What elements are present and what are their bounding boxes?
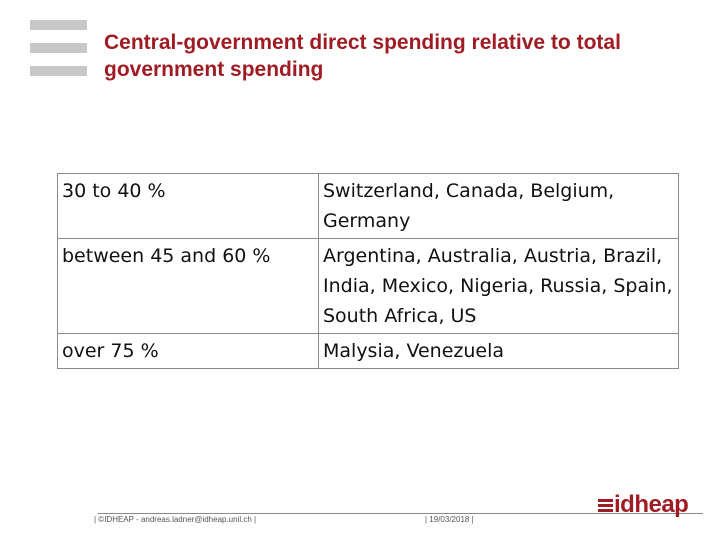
- countries-cell: Malysia, Venezuela: [318, 333, 679, 369]
- table-row: over 75 % Malysia, Venezuela: [57, 333, 679, 369]
- countries-cell: Switzerland, Canada, Belgium, Germany: [318, 173, 679, 239]
- slide-title: Central-government direct spending relat…: [104, 31, 621, 81]
- logo-lines-icon: [598, 498, 613, 513]
- footer-divider: [98, 513, 703, 514]
- table-row: 30 to 40 % Switzerland, Canada, Belgium,…: [57, 173, 679, 239]
- idheap-logo: idheap: [598, 490, 689, 520]
- decorative-bar: [30, 20, 87, 30]
- countries-cell: Argentina, Australia, Austria, Brazil, I…: [318, 238, 679, 334]
- logo-text: idheap: [614, 491, 689, 518]
- decorative-bar: [30, 43, 87, 53]
- decorative-bars: [30, 20, 87, 89]
- range-cell: between 45 and 60 %: [57, 238, 319, 334]
- decorative-bar: [30, 66, 87, 76]
- range-cell: over 75 %: [57, 333, 319, 369]
- footer-date: | 19/03/2018 |: [425, 515, 474, 524]
- table-row: between 45 and 60 % Argentina, Australia…: [57, 238, 679, 334]
- footer-copyright: | ©IDHEAP - andreas.ladner@idheap.unil.c…: [94, 515, 257, 524]
- spending-table: 30 to 40 % Switzerland, Canada, Belgium,…: [57, 173, 679, 369]
- range-cell: 30 to 40 %: [57, 173, 319, 239]
